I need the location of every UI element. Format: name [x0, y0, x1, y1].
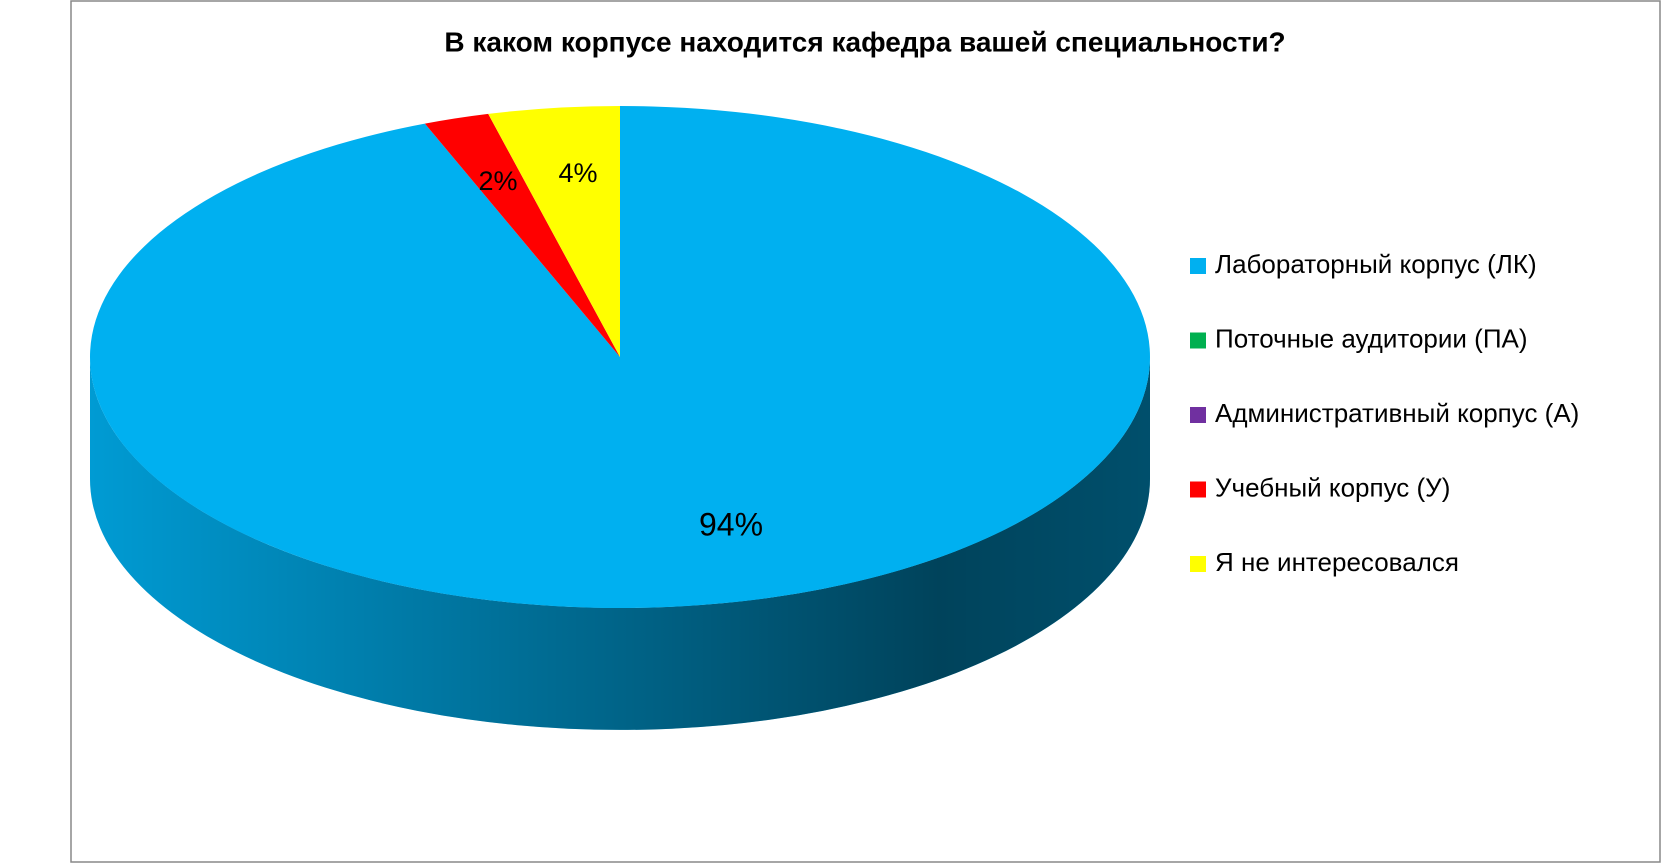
pie-slice — [89, 106, 1150, 608]
pie-slice — [488, 106, 620, 357]
data-label: 4% — [558, 158, 597, 188]
legend-marker — [1190, 332, 1206, 349]
legend-label: Учебный корпус (У) — [1215, 472, 1450, 502]
legend-label: Лабораторный корпус (ЛК) — [1215, 249, 1537, 279]
legend-marker — [1190, 556, 1206, 572]
legend-label: Я не интересовался — [1215, 547, 1459, 577]
chart-title: В каком корпусе находится кафедра вашей … — [444, 26, 1285, 57]
legend-marker — [1190, 407, 1206, 423]
legend-label: Поточные аудитории (ПА) — [1215, 323, 1528, 353]
data-label: 2% — [478, 166, 517, 196]
pie-slice — [424, 113, 620, 358]
legend-marker — [1190, 481, 1206, 498]
legend-label: Административный корпус (А) — [1215, 398, 1579, 428]
pie-side-shade — [90, 357, 1150, 730]
data-label: 94% — [699, 506, 763, 542]
legend-marker — [1190, 258, 1206, 274]
